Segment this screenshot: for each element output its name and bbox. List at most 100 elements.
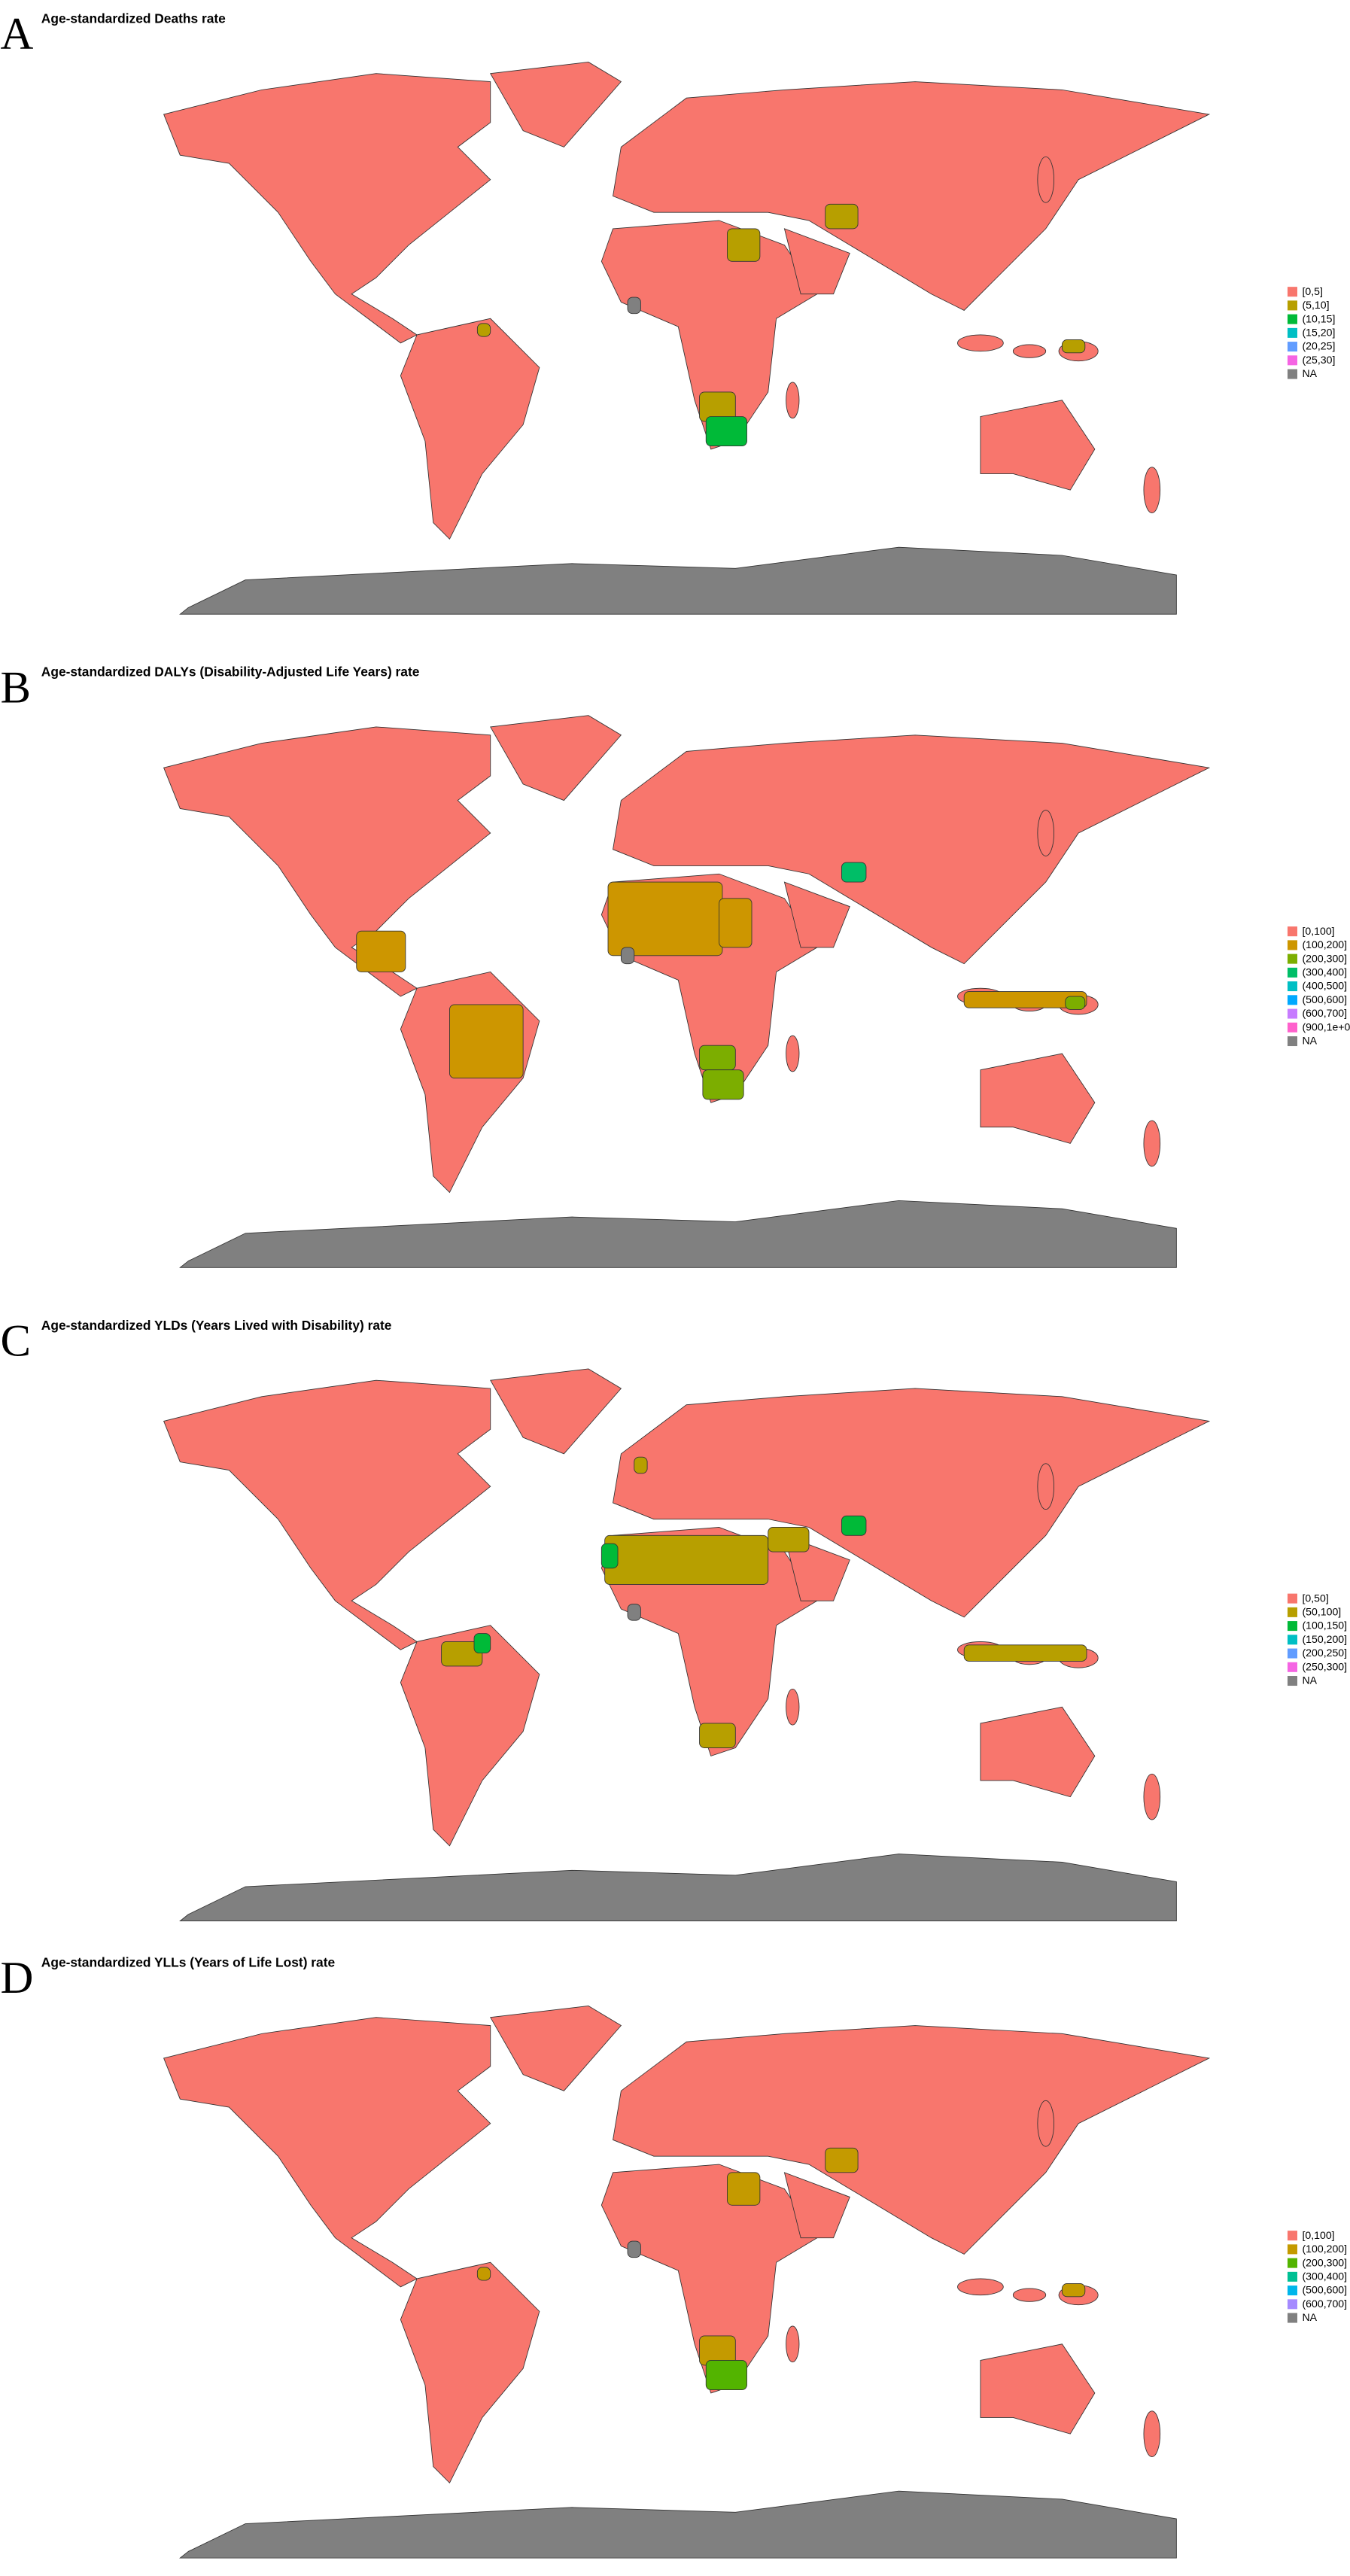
legend-swatch xyxy=(1287,369,1297,379)
region xyxy=(705,2360,747,2390)
legend-label: (600,700] xyxy=(1303,2298,1348,2310)
legend-swatch xyxy=(1287,1635,1297,1645)
legend-label: [0,100] xyxy=(1303,2229,1335,2241)
region xyxy=(727,228,761,262)
region xyxy=(727,2172,761,2206)
legend-label: [0,100] xyxy=(1303,925,1335,937)
panel-title: Age-standardized Deaths rate xyxy=(41,11,226,26)
legend-swatch xyxy=(1287,1036,1297,1047)
panel-title: Age-standardized DALYs (Disability-Adjus… xyxy=(41,665,420,680)
legend-label: (500,600] xyxy=(1303,2284,1348,2296)
region xyxy=(699,1045,736,1071)
legend-label: [0,50] xyxy=(1303,1592,1329,1604)
panel: D Age-standardized YLLs (Years of Life Lo… xyxy=(1,1953,1348,2559)
region xyxy=(627,2240,641,2258)
legend-label: (200,300] xyxy=(1303,2256,1348,2268)
legend-swatch xyxy=(1287,1676,1297,1686)
legend-label: NA xyxy=(1303,2311,1318,2323)
antarctica xyxy=(179,546,1177,615)
legend-swatch xyxy=(1287,2299,1297,2310)
region xyxy=(604,1534,769,1585)
legend-label: (5,10] xyxy=(1303,299,1330,311)
region xyxy=(601,1543,619,1569)
legend-swatch xyxy=(1287,995,1297,1005)
legend-label: (250,300] xyxy=(1303,1660,1348,1672)
panel-letter: A xyxy=(1,9,34,59)
legend-swatch xyxy=(1287,953,1297,964)
panel-letter: D xyxy=(1,1953,34,2003)
world-map xyxy=(163,1367,1210,1847)
legend-swatch xyxy=(1287,300,1297,311)
legend-swatch xyxy=(1287,2244,1297,2255)
panel: B Age-standardized DALYs (Disability-Adju… xyxy=(1,662,1350,1268)
region xyxy=(1061,2283,1086,2298)
legend-label: (500,600] xyxy=(1303,993,1348,1005)
legend-swatch xyxy=(1287,355,1297,366)
legend-label: NA xyxy=(1303,1035,1318,1047)
legend-swatch xyxy=(1287,314,1297,324)
legend-label: (900,1e+03] xyxy=(1303,1020,1350,1033)
legend-swatch xyxy=(1287,287,1297,297)
region xyxy=(705,416,747,447)
region xyxy=(825,2147,859,2173)
region xyxy=(356,930,406,972)
panel-letter: B xyxy=(1,662,32,713)
antarctica xyxy=(179,1854,1177,1922)
legend-label: (100,200] xyxy=(1303,938,1348,950)
region xyxy=(1061,339,1086,354)
legend-label: (100,200] xyxy=(1303,2243,1348,2255)
legend-label: (100,150] xyxy=(1303,1620,1348,1632)
world-map xyxy=(163,61,1210,540)
region xyxy=(620,947,635,965)
legend-label: (20,25] xyxy=(1303,340,1336,352)
legend-label: [0,5] xyxy=(1303,285,1323,297)
region xyxy=(699,1723,736,1748)
region xyxy=(825,203,859,230)
legend-swatch xyxy=(1287,2286,1297,2296)
legend-swatch xyxy=(1287,1621,1297,1632)
legend-swatch xyxy=(1287,967,1297,978)
legend-label: NA xyxy=(1303,1674,1318,1686)
region xyxy=(627,297,641,315)
panel-letter: C xyxy=(1,1316,32,1367)
region xyxy=(702,1069,744,1100)
region xyxy=(627,1604,641,1621)
legend-label: (300,400] xyxy=(1303,966,1348,978)
legend-label: (300,400] xyxy=(1303,2270,1348,2283)
region xyxy=(473,1633,491,1654)
region xyxy=(634,1456,648,1474)
panel: C Age-standardized YLDs (Years Lived with… xyxy=(1,1316,1348,1922)
region xyxy=(719,898,753,948)
legend-swatch xyxy=(1287,327,1297,338)
legend-label: (200,300] xyxy=(1303,952,1348,964)
legend-swatch xyxy=(1287,2231,1297,2241)
antarctica xyxy=(179,1200,1177,1268)
legend-swatch xyxy=(1287,1607,1297,1617)
legend-label: (25,30] xyxy=(1303,354,1336,366)
legend-swatch xyxy=(1287,926,1297,937)
legend-swatch xyxy=(1287,342,1297,352)
legend-label: (150,200] xyxy=(1303,1633,1348,1645)
legend-swatch xyxy=(1287,940,1297,950)
legend-label: (15,20] xyxy=(1303,327,1336,339)
legend-label: (50,100] xyxy=(1303,1606,1342,1618)
legend-swatch xyxy=(1287,2258,1297,2268)
legend-label: (200,250] xyxy=(1303,1647,1348,1659)
region xyxy=(841,862,867,883)
antarctica xyxy=(179,2490,1177,2559)
region xyxy=(476,323,491,337)
region xyxy=(963,991,1087,1008)
region xyxy=(607,881,723,956)
legend-swatch xyxy=(1287,1648,1297,1659)
panel: A Age-standardized Deaths rate [0,5] (5,10]… xyxy=(1,9,1336,615)
legend-label: (400,500] xyxy=(1303,980,1348,992)
legend-label: (600,700] xyxy=(1303,1007,1348,1019)
panel-title: Age-standardized YLLs (Years of Life Los… xyxy=(41,1954,336,1969)
legend-swatch xyxy=(1287,2313,1297,2323)
legend-label: (10,15] xyxy=(1303,312,1336,324)
panel-title: Age-standardized YLDs (Years Lived with … xyxy=(41,1318,392,1333)
region xyxy=(768,1527,810,1553)
world-map xyxy=(163,2005,1210,2484)
region xyxy=(449,1004,524,1079)
